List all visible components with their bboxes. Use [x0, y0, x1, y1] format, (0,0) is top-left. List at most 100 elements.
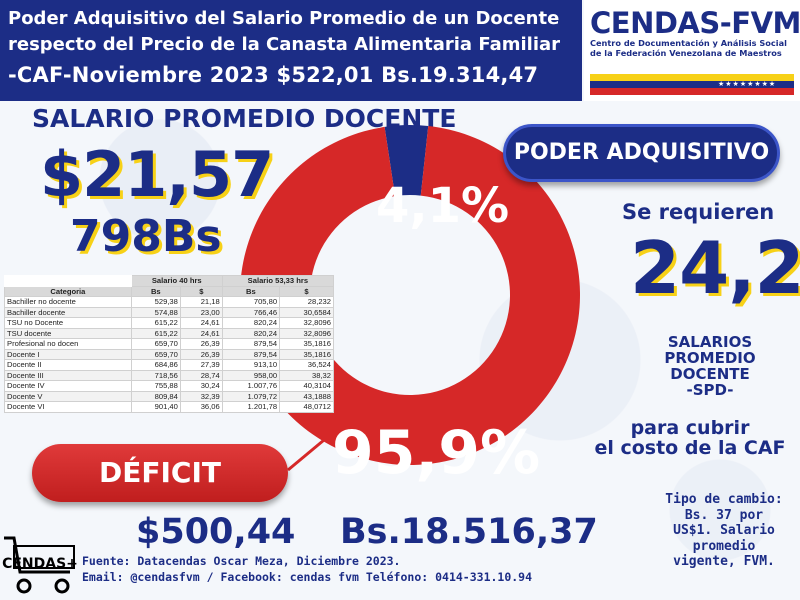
col-header: Bs	[130, 285, 181, 297]
salario-title: SALARIO PROMEDIO DOCENTE	[32, 104, 457, 133]
table-cell-value: 26,39	[179, 338, 223, 350]
table-cell-value: 32,8096	[279, 317, 334, 329]
table-row: Docente II 684,86 27,39 913,10 36,524	[4, 359, 334, 371]
table-cell-value: 26,39	[179, 348, 223, 360]
footer-email: Email: @cendasfvm / Facebook: cendas fvm…	[82, 570, 533, 584]
header-line-2: respecto del Precio de la Canasta Alimen…	[8, 34, 561, 55]
table-cell-value: 705,80	[221, 296, 281, 308]
spd-label: SALARIOS PROMEDIO DOCENTE -SPD-	[640, 334, 780, 398]
table-row: Docente V 809,84 32,39 1.079,72 43,1888	[4, 390, 334, 402]
table-cell-value: 529,38	[130, 296, 181, 308]
table-cell-value: 1.079,72	[221, 390, 281, 402]
table-cell-category: Bachiller docente	[4, 306, 132, 318]
table-cell-value: 27,39	[179, 359, 223, 371]
header-line-3: -CAF-Noviembre 2023 $522,01 Bs.19.314,47	[8, 63, 539, 87]
table-cell-value: 1.201,78	[221, 401, 281, 413]
table-cell-value: 809,84	[130, 390, 181, 402]
table-cell-category: Docente II	[4, 359, 132, 371]
group-header-53: Salario 53,33 hrs	[221, 275, 335, 287]
table-cell-value: 36,524	[279, 359, 334, 371]
table-cell-category: TSU docente	[4, 327, 132, 339]
table-cell-value: 913,10	[221, 359, 281, 371]
table-cell-value: 28,74	[179, 369, 223, 381]
table-cell-value: 35,1816	[279, 338, 334, 350]
table-cell-value: 766,46	[221, 306, 281, 318]
salary-table: Salario 40 hrs Salario 53,33 hrs Categor…	[4, 275, 335, 413]
logo-subtitle-1: Centro de Documentación y Análisis Socia…	[590, 38, 787, 48]
col-header: Categoria	[4, 285, 132, 297]
table-cell-value: 23,00	[179, 306, 223, 318]
footer-fuente: Fuente: Datacendas Oscar Meza, Diciembre…	[82, 554, 401, 568]
table-cell-category: Bachiller no docente	[4, 296, 132, 308]
logo-title: CENDAS-FVM	[590, 6, 800, 40]
table-cell-category: Docente III	[4, 369, 132, 381]
col-header: $	[279, 285, 334, 297]
table-row: Bachiller docente 574,88 23,00 766,46 30,658…	[4, 306, 334, 318]
tipo-line: vigente, FVM.	[673, 554, 775, 569]
table-row: Profesional no docen 659,70 26,39 879,54 35,…	[4, 338, 334, 350]
table-cell-category: TSU no Docente	[4, 317, 132, 329]
para-line: para cubrir	[630, 417, 750, 439]
tipo-cambio-note: Tipo de cambio: Bs. 37 por US$1. Salario…	[648, 492, 800, 570]
table-cell-value: 684,86	[130, 359, 181, 371]
table-cell-category: Docente I	[4, 348, 132, 360]
table-row: TSU no Docente 615,22 24,61 820,24 32,8096	[4, 317, 334, 329]
table-cell-value: 43,1888	[279, 390, 334, 402]
table-cell-value: 574,88	[130, 306, 181, 318]
footer-source: Fuente: Datacendas Oscar Meza, Diciembre…	[82, 553, 532, 585]
poder-adquisitivo-badge: PODER ADQUISITIVO	[503, 124, 780, 182]
col-header: Bs	[221, 285, 281, 297]
table-row: Bachiller no docente 529,38 21,18 705,80 28,…	[4, 296, 334, 308]
spd-line: PROMEDIO	[664, 349, 756, 367]
para-cubrir-label: para cubrir el costo de la CAF	[580, 418, 800, 458]
table-cell-value: 820,24	[221, 317, 281, 329]
table-cell-value: 659,70	[130, 338, 181, 350]
table-cell-value: 659,70	[130, 348, 181, 360]
table-cell-value: 755,88	[130, 380, 181, 392]
table-cell-value: 879,54	[221, 348, 281, 360]
col-header: $	[179, 285, 223, 297]
salario-bs: 798Bs	[70, 211, 222, 262]
table-cell-category: Profesional no docen	[4, 338, 132, 350]
table-cell-value: 24,61	[179, 327, 223, 339]
table-cell-value: 820,24	[221, 327, 281, 339]
table-cell-value: 30,6584	[279, 306, 334, 318]
table-cell-value: 901,40	[130, 401, 181, 413]
table-row: Docente VI 901,40 36,06 1.201,78 48,0712	[4, 401, 334, 413]
header-banner: Poder Adquisitivo del Salario Promedio d…	[0, 0, 582, 101]
deficit-usd: $500,44	[136, 512, 296, 552]
para-line: el costo de la CAF	[594, 437, 786, 459]
table-cell-value: 879,54	[221, 338, 281, 350]
table-cell-value: 1.007,76	[221, 380, 281, 392]
spd-line: -SPD-	[686, 381, 734, 399]
deficit-badge: DÉFICIT	[32, 444, 288, 502]
venezuela-flag-icon: ★★★★★★★★	[590, 74, 794, 96]
tipo-line: promedio	[692, 538, 756, 554]
group-header-40: Salario 40 hrs	[130, 275, 223, 287]
table-cell-value: 718,56	[130, 369, 181, 381]
spd-line: SALARIOS	[667, 333, 753, 351]
spd-line: DOCENTE	[670, 365, 750, 383]
table-cell-value: 35,1816	[279, 348, 334, 360]
table-cell-value: 36,06	[179, 401, 223, 413]
table-row: Docente IV 755,88 30,24 1.007,76 40,3104	[4, 380, 334, 392]
table-cell-value: 40,3104	[279, 380, 334, 392]
salarios-requeridos-value: 24,2	[630, 226, 800, 310]
table-cell-value: 32,8096	[279, 327, 334, 339]
table-cell-value: 21,18	[179, 296, 223, 308]
tipo-line: Bs. 37 por	[684, 507, 764, 523]
table-cell-value: 38,32	[279, 369, 334, 381]
cendas-logo: CENDAS-FVM Centro de Documentación y Aná…	[584, 0, 800, 101]
table-header-row: Categoria Bs $ Bs $	[4, 285, 334, 297]
tipo-line: Tipo de cambio:	[665, 492, 783, 507]
pct-label-poder: 4,1%	[376, 178, 510, 234]
table-cell-value: 48,0712	[279, 401, 334, 413]
cendas-plus-logo: CENDAS+	[2, 556, 78, 572]
deficit-bs: Bs.18.516,37	[340, 512, 598, 552]
shopping-cart-icon	[4, 536, 75, 594]
se-requieren-label: Se requieren	[622, 200, 775, 224]
salario-usd: $21,57	[40, 138, 274, 211]
table-cell-value: 615,22	[130, 317, 181, 329]
header-line-1: Poder Adquisitivo del Salario Promedio d…	[8, 8, 560, 29]
table-cell-category: Docente V	[4, 390, 132, 402]
